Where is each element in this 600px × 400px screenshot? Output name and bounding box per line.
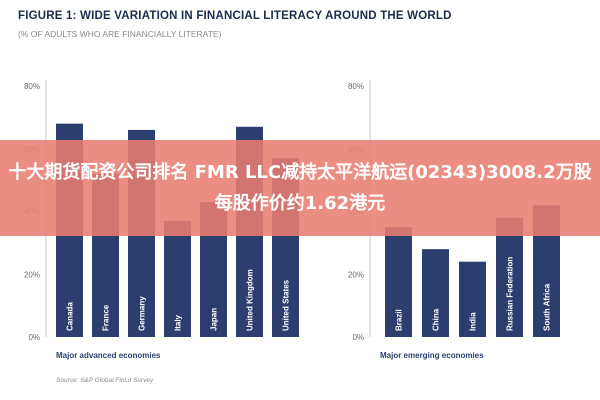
y-tick-label: 80% bbox=[24, 82, 40, 91]
bar-category-label: Japan bbox=[210, 308, 219, 331]
y-tick-label: 20% bbox=[24, 270, 40, 279]
bar bbox=[496, 217, 523, 337]
y-tick-label: 20% bbox=[348, 270, 364, 279]
bar-category-label: India bbox=[469, 312, 478, 331]
y-tick-label: 80% bbox=[348, 82, 364, 91]
bar-category-label: United Kingdom bbox=[246, 269, 255, 331]
bar-category-label: Canada bbox=[66, 302, 75, 331]
bar-category-label: China bbox=[432, 308, 441, 331]
bar-category-label: United States bbox=[282, 279, 291, 331]
group-label: Major advanced economies bbox=[56, 351, 161, 360]
figure-subtitle: (% OF ADULTS WHO ARE FINANCIALLY LITERAT… bbox=[18, 29, 222, 39]
y-tick-label: 0% bbox=[352, 333, 364, 342]
bar bbox=[459, 261, 486, 337]
group-label: Major emerging economies bbox=[380, 351, 484, 360]
overlay-headline: 十大期货配资公司排名 FMR LLC减持太平洋航运(02343)3008.2万股… bbox=[8, 162, 592, 214]
bar-category-label: Italy bbox=[174, 314, 183, 331]
bar-category-label: Russian Federation bbox=[506, 257, 515, 331]
figure-title: FIGURE 1: WIDE VARIATION IN FINANCIAL LI… bbox=[18, 10, 452, 22]
bar-category-label: Germany bbox=[138, 296, 147, 331]
overlay-banner: 十大期货配资公司排名 FMR LLC减持太平洋航运(02343)3008.2万股… bbox=[0, 140, 600, 236]
bar-category-label: Brazil bbox=[395, 309, 404, 331]
bar-category-label: South Africa bbox=[543, 283, 552, 331]
bar bbox=[422, 249, 449, 337]
source-note: Source: S&P Global FinLit Survey bbox=[56, 377, 154, 384]
bar bbox=[164, 220, 191, 337]
bar bbox=[385, 227, 412, 337]
bar-category-label: France bbox=[102, 304, 111, 331]
y-tick-label: 0% bbox=[28, 333, 40, 342]
